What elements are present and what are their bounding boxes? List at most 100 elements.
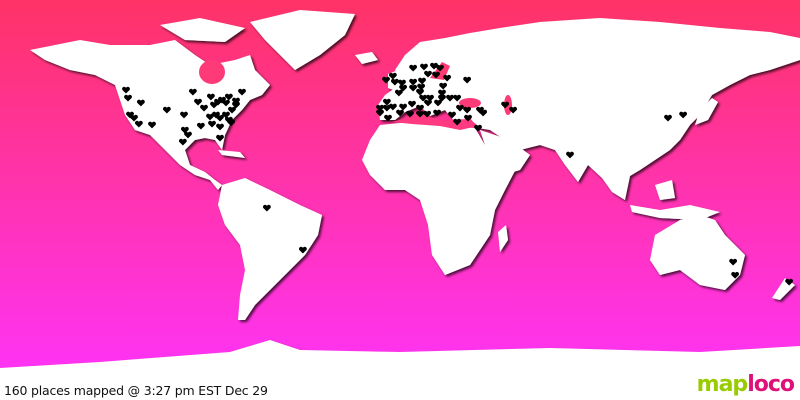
heart-icon[interactable] xyxy=(194,98,202,106)
heart-icon[interactable] xyxy=(432,71,440,79)
heart-icon[interactable] xyxy=(382,76,390,84)
japan xyxy=(695,98,718,125)
heart-icon[interactable] xyxy=(396,109,404,117)
heart-icon[interactable] xyxy=(430,62,438,70)
heart-icon[interactable] xyxy=(443,74,452,82)
maploco-logo[interactable]: maploco xyxy=(697,372,795,397)
heart-icon[interactable] xyxy=(420,63,428,71)
heart-icon[interactable] xyxy=(180,111,188,119)
heart-icon[interactable] xyxy=(134,120,143,128)
heart-icon[interactable] xyxy=(384,114,392,122)
heart-icon[interactable] xyxy=(216,134,224,142)
heart-icon[interactable] xyxy=(382,98,391,106)
heart-icon[interactable] xyxy=(439,82,448,90)
heart-icon[interactable] xyxy=(130,114,138,122)
heart-icon[interactable] xyxy=(178,138,187,146)
heart-icon[interactable] xyxy=(456,104,464,112)
heart-icon[interactable] xyxy=(388,72,397,80)
heart-icon[interactable] xyxy=(399,84,408,92)
heart-icon[interactable] xyxy=(409,64,418,72)
heart-icon[interactable] xyxy=(433,109,442,117)
heart-icon[interactable] xyxy=(463,76,472,84)
heart-icon[interactable] xyxy=(180,126,189,134)
heart-icon[interactable] xyxy=(224,93,233,101)
heart-icon[interactable] xyxy=(419,94,428,102)
heart-icon[interactable] xyxy=(464,114,472,122)
heart-icon[interactable] xyxy=(418,77,426,85)
heart-icon[interactable] xyxy=(426,94,434,102)
heart-icon[interactable] xyxy=(188,88,197,96)
heart-icon[interactable] xyxy=(124,94,132,102)
heart-icon[interactable] xyxy=(222,111,230,119)
heart-icon[interactable] xyxy=(409,78,418,86)
heart-icon[interactable] xyxy=(509,106,518,114)
places-mapped-caption: 160 places mapped @ 3:27 pm EST Dec 29 xyxy=(4,383,268,398)
heart-icon[interactable] xyxy=(212,111,220,119)
heart-icon[interactable] xyxy=(729,258,738,266)
heart-icon[interactable] xyxy=(436,64,444,72)
heart-icon[interactable] xyxy=(408,100,416,108)
heart-icon[interactable] xyxy=(434,99,442,107)
heart-icon[interactable] xyxy=(394,89,403,97)
heart-icon[interactable] xyxy=(206,113,214,121)
heart-icon[interactable] xyxy=(122,86,130,94)
heart-icon[interactable] xyxy=(162,106,171,114)
heart-icon[interactable] xyxy=(126,111,134,119)
heart-icon[interactable] xyxy=(148,121,156,129)
heart-icon[interactable] xyxy=(222,99,230,107)
heart-icon[interactable] xyxy=(216,123,224,131)
heart-icon[interactable] xyxy=(232,97,240,105)
heart-icon[interactable] xyxy=(453,94,462,102)
heart-icon[interactable] xyxy=(390,78,399,86)
heart-icon[interactable] xyxy=(298,246,307,254)
heart-icon[interactable] xyxy=(679,111,688,119)
heart-icon[interactable] xyxy=(463,106,472,114)
heart-icon[interactable] xyxy=(448,111,456,119)
heart-icon[interactable] xyxy=(438,94,446,102)
heart-icon[interactable] xyxy=(416,88,424,96)
heart-icon[interactable] xyxy=(238,88,246,96)
heart-icon[interactable] xyxy=(664,114,672,122)
heart-icon[interactable] xyxy=(424,70,432,78)
heart-icon[interactable] xyxy=(423,110,432,118)
heart-icon[interactable] xyxy=(208,120,216,128)
heart-icon[interactable] xyxy=(416,104,424,112)
heart-icon[interactable] xyxy=(227,119,236,127)
black-sea xyxy=(459,98,481,108)
greenland xyxy=(250,10,355,70)
heart-icon[interactable] xyxy=(474,124,482,132)
heart-icon[interactable] xyxy=(398,79,406,87)
heart-icon[interactable] xyxy=(206,93,215,101)
heart-icon[interactable] xyxy=(453,118,462,126)
heart-icon[interactable] xyxy=(479,109,488,117)
heart-icon[interactable] xyxy=(446,94,454,102)
heart-icon[interactable] xyxy=(731,271,740,279)
heart-icon[interactable] xyxy=(566,151,574,159)
heart-icon[interactable] xyxy=(184,131,192,139)
heart-icon[interactable] xyxy=(382,104,391,112)
heart-icon[interactable] xyxy=(406,110,414,118)
heart-icon[interactable] xyxy=(262,204,271,212)
heart-icon[interactable] xyxy=(424,99,432,107)
heart-icon[interactable] xyxy=(228,106,236,114)
heart-icon[interactable] xyxy=(200,104,208,112)
heart-icon[interactable] xyxy=(399,103,408,111)
heart-icon[interactable] xyxy=(136,99,145,107)
heart-icon[interactable] xyxy=(196,122,205,130)
iceland xyxy=(355,52,378,64)
arabia xyxy=(480,130,530,176)
heart-icon[interactable] xyxy=(388,103,397,111)
heart-icon[interactable] xyxy=(216,114,224,122)
heart-icon[interactable] xyxy=(376,104,384,112)
heart-icon[interactable] xyxy=(417,83,426,91)
heart-icon[interactable] xyxy=(438,89,446,97)
hudson-bay xyxy=(199,60,225,84)
heart-icon[interactable] xyxy=(409,84,418,92)
heart-icon[interactable] xyxy=(376,109,384,117)
heart-icon[interactable] xyxy=(416,110,424,118)
heart-icon[interactable] xyxy=(785,278,794,286)
heart-icon[interactable] xyxy=(232,101,240,109)
heart-icon[interactable] xyxy=(501,101,510,109)
heart-icon[interactable] xyxy=(218,96,226,104)
